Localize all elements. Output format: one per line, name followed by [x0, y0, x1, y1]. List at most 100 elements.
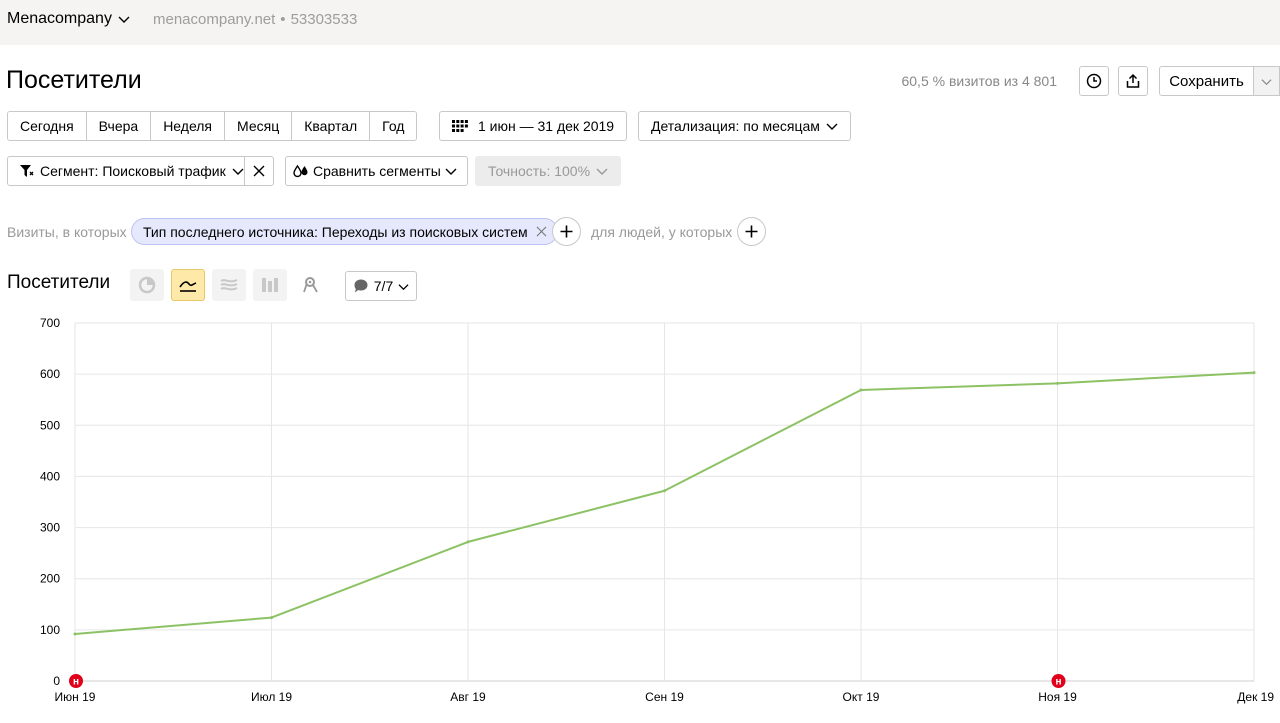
- save-button[interactable]: Сохранить: [1159, 66, 1254, 96]
- chevron-down-icon: [596, 168, 608, 175]
- x-axis-labels: Июн 19 Июл 19 Авг 19 Сен 19 Окт 19 Ноя 19 Дек …: [55, 690, 1275, 704]
- pie-chart-button[interactable]: [130, 269, 164, 301]
- y-tick-label: 500: [40, 418, 60, 432]
- data-point[interactable]: [859, 388, 863, 392]
- note-marker-circle: [1051, 674, 1066, 688]
- x-tick-label: Сен 19: [645, 690, 684, 704]
- x-tick-label: Дек 19: [1237, 690, 1274, 704]
- compare-segments-dropdown[interactable]: Сравнить сегменты: [285, 156, 468, 186]
- segment-label: Сегмент: Поисковый трафик: [40, 163, 226, 179]
- calendar-icon: [452, 120, 468, 132]
- x-tick-label: Ноя 19: [1038, 690, 1077, 704]
- date-range-label: 1 июн — 31 дек 2019: [478, 118, 615, 134]
- bar-chart-icon: [262, 278, 278, 292]
- filter-icon: [20, 165, 34, 177]
- bar-chart-button[interactable]: [253, 269, 287, 301]
- save-options-button[interactable]: [1254, 66, 1280, 96]
- note-marker[interactable]: н: [1051, 674, 1066, 688]
- compare-segments-label: Сравнить сегменты: [313, 163, 441, 179]
- chart-series: [73, 371, 1256, 636]
- close-icon[interactable]: [536, 226, 547, 237]
- period-month-button[interactable]: Месяц: [225, 112, 293, 140]
- x-tick-label: Окт 19: [843, 690, 880, 704]
- add-visit-condition-button[interactable]: [552, 217, 581, 246]
- drops-icon: [293, 164, 308, 178]
- y-tick-label: 200: [40, 572, 60, 586]
- chevron-down-icon: [118, 16, 130, 23]
- clock-icon: [1086, 73, 1102, 89]
- y-tick-label: 0: [53, 674, 60, 688]
- y-tick-label: 300: [40, 521, 60, 535]
- share-icon: [1126, 73, 1140, 88]
- detail-label: Детализация: по месяцам: [651, 118, 820, 134]
- notes-dropdown[interactable]: 7/7: [345, 271, 417, 301]
- x-tick-label: Июл 19: [251, 690, 292, 704]
- period-year-button[interactable]: Год: [370, 112, 417, 140]
- counter-name: Menacompany: [7, 10, 112, 27]
- chevron-down-icon: [232, 168, 244, 175]
- plus-icon: [745, 225, 758, 238]
- people-filter-label: для людей, у которых: [591, 224, 733, 240]
- note-marker-label: н: [1055, 677, 1061, 688]
- y-tick-label: 700: [40, 316, 60, 330]
- line-chart-button[interactable]: [171, 269, 205, 301]
- segment-dropdown[interactable]: Сегмент: Поисковый трафик: [7, 156, 245, 186]
- chevron-down-icon: [1261, 78, 1272, 85]
- separator: •: [280, 11, 286, 28]
- counter-site-info: menacompany.net • 53303533: [153, 11, 357, 28]
- x-tick-label: Авг 19: [450, 690, 486, 704]
- comment-icon: [354, 279, 368, 293]
- chart-title: Посетители: [7, 272, 111, 293]
- chevron-down-icon: [826, 123, 838, 130]
- counter-id: 53303533: [290, 11, 358, 28]
- data-point[interactable]: [466, 540, 470, 544]
- add-people-condition-button[interactable]: [737, 217, 766, 246]
- visitors-line-chart: 0 100 200 300 400 500 600 700 Июн 19 Июл 19 Авг 1…: [40, 316, 1275, 704]
- detail-dropdown[interactable]: Детализация: по месяцам: [638, 111, 851, 141]
- area-chart-icon: [220, 279, 238, 291]
- chevron-down-icon: [398, 283, 409, 290]
- accuracy-label: Точность: 100%: [488, 163, 591, 179]
- counter-selector[interactable]: Menacompany: [7, 10, 130, 28]
- note-marker-circle: [69, 674, 83, 688]
- period-week-button[interactable]: Неделя: [151, 112, 226, 140]
- filter-condition-chip[interactable]: Тип последнего источника: Переходы из по…: [131, 218, 558, 245]
- export-button[interactable]: [1118, 66, 1148, 96]
- y-tick-label: 600: [40, 367, 60, 381]
- note-marker[interactable]: н: [69, 674, 83, 688]
- note-marker-label: н: [73, 677, 79, 688]
- x-tick-label: Июн 19: [55, 690, 96, 704]
- top-bar: Menacompany menacompany.net • 53303533: [0, 0, 1280, 45]
- y-axis-labels: 0 100 200 300 400 500 600 700: [40, 316, 60, 688]
- visits-info: 60,5 % визитов из 4 801: [901, 73, 1057, 89]
- period-selector: Сегодня Вчера Неделя Месяц Квартал Год: [7, 111, 418, 141]
- visits-filter-label: Визиты, в которых: [7, 224, 127, 240]
- period-today-button[interactable]: Сегодня: [8, 112, 87, 140]
- line-chart-icon: [179, 281, 197, 292]
- close-icon: [253, 165, 265, 177]
- accuracy-dropdown[interactable]: Точность: 100%: [475, 156, 622, 186]
- chart-grid: [74, 322, 1255, 682]
- notes-count: 7/7: [373, 278, 394, 294]
- y-tick-label: 100: [40, 623, 60, 637]
- segment-clear-button[interactable]: [244, 156, 274, 186]
- counter-site: menacompany.net: [153, 11, 276, 28]
- page-title: Посетители: [6, 66, 142, 94]
- filter-condition-label: Тип последнего источника: Переходы из по…: [143, 223, 528, 240]
- map-button[interactable]: [294, 269, 328, 301]
- map-pin-icon: [303, 277, 318, 293]
- data-point[interactable]: [73, 632, 77, 636]
- plus-icon: [560, 225, 573, 238]
- period-quarter-button[interactable]: Квартал: [292, 112, 371, 140]
- history-button[interactable]: [1079, 66, 1109, 96]
- period-yesterday-button[interactable]: Вчера: [86, 112, 152, 140]
- data-point[interactable]: [1252, 371, 1256, 375]
- chevron-down-icon: [445, 168, 457, 175]
- date-range-button[interactable]: 1 июн — 31 дек 2019: [439, 111, 628, 141]
- data-point[interactable]: [663, 489, 666, 493]
- data-point[interactable]: [1056, 381, 1059, 385]
- area-chart-button[interactable]: [212, 269, 246, 301]
- y-tick-label: 400: [40, 469, 60, 483]
- data-point[interactable]: [270, 616, 273, 620]
